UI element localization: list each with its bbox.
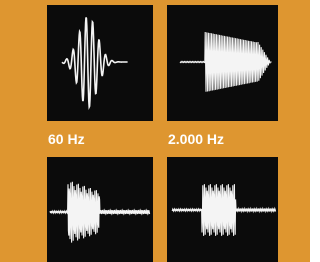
page: 60 Hz 2.000 Hz (() => { const data = JSO… bbox=[0, 0, 310, 262]
frequency-label: 2.000 Hz bbox=[168, 131, 224, 147]
figure: 60 Hz 2.000 Hz bbox=[0, 0, 310, 262]
frequency-label: 60 Hz bbox=[48, 131, 85, 147]
